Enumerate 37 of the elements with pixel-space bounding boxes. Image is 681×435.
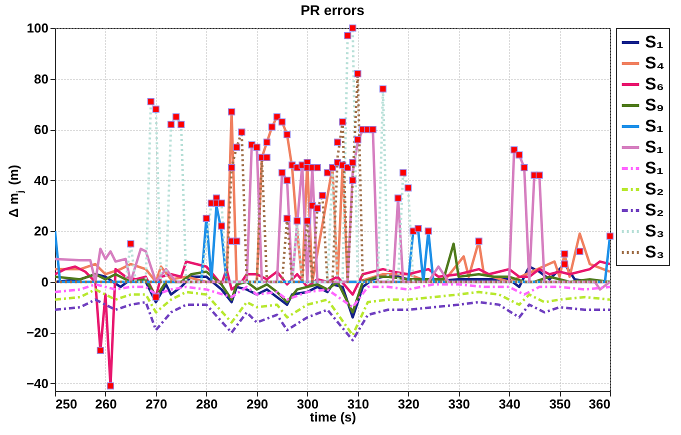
x-tick-label: 280: [196, 396, 218, 412]
y-tick-label: −40: [26, 376, 48, 391]
x-tick-label: 320: [398, 396, 420, 412]
x-tick-label: 310: [347, 396, 370, 412]
x-tick-label: 360: [588, 396, 610, 412]
legend-label: S₁: [645, 116, 664, 136]
line-series: [55, 283, 610, 308]
line-series: [55, 298, 610, 342]
y-tick-label: 100: [26, 20, 48, 36]
legend-label: S₁: [645, 158, 664, 178]
x-tick-label: 290: [246, 396, 268, 412]
x-tick-label: 270: [146, 396, 168, 412]
legend-label: S₉: [645, 96, 664, 114]
x-tick-label: 300: [296, 396, 319, 412]
x-axis-title: time (s): [310, 410, 356, 424]
x-tick-label: 340: [498, 396, 520, 412]
legend-label: S₆: [645, 74, 664, 94]
y-tick-label: 40: [34, 172, 48, 188]
legend-label: S₁: [645, 138, 664, 156]
x-tick-label: 250: [56, 396, 78, 412]
x-tick-label: 350: [549, 396, 571, 412]
y-tick-label: 0: [41, 274, 48, 290]
legend-label: S₄: [645, 54, 664, 72]
legend-label: S₁: [645, 32, 664, 52]
chart-title: PR errors: [300, 2, 365, 18]
y-tick-label: 80: [34, 71, 48, 86]
y-tick-label: 20: [34, 224, 48, 239]
x-tick-label: 330: [448, 396, 470, 412]
legend-label: S₂: [645, 200, 664, 220]
line-series: [55, 288, 610, 336]
legend-label: S₃: [645, 242, 664, 262]
x-tick-label: 260: [95, 396, 117, 412]
y-tick-label: 60: [34, 122, 48, 138]
y-axis-title: Δ mj (m): [6, 164, 25, 218]
legend-label: S₃: [645, 222, 664, 240]
legend-label: S₂: [645, 180, 664, 198]
y-tick-label: −20: [26, 325, 48, 340]
